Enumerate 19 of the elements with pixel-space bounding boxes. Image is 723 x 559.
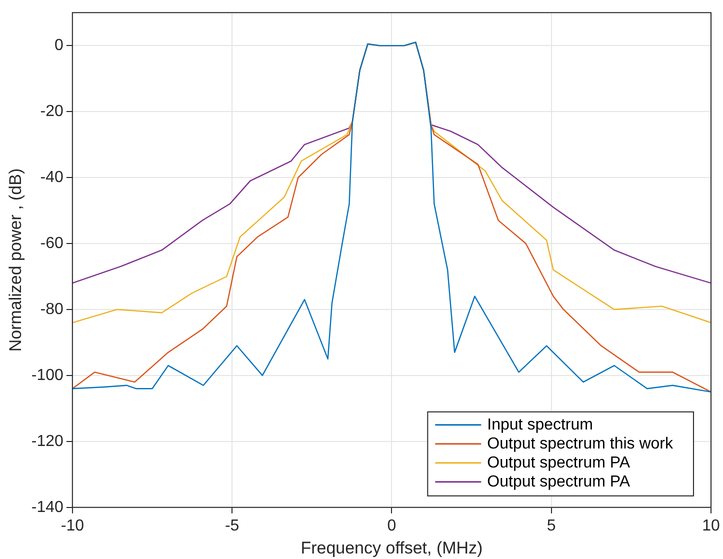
- legend-label: Output spectrum PA: [487, 454, 630, 472]
- y-axis-title: Normalized power , (dB): [6, 168, 25, 352]
- y-tick-label: -80: [40, 300, 64, 318]
- legend-label: Output spectrum PA: [487, 473, 630, 490]
- y-tick-label: 0: [54, 36, 64, 54]
- y-tick-label: -100: [31, 366, 64, 384]
- y-tick-label: -120: [31, 432, 64, 450]
- x-axis-title: Frequency offset, (MHz): [300, 538, 483, 558]
- y-tick-label: -40: [40, 168, 64, 186]
- x-tick-label: 5: [546, 517, 556, 534]
- legend-label: Output spectrum this work: [487, 435, 674, 452]
- y-tick-label: -140: [31, 498, 64, 516]
- x-tick-label: 0: [387, 517, 396, 534]
- legend-label: Input spectrum: [487, 416, 593, 434]
- x-tick-label: 10: [702, 517, 720, 534]
- x-tick-label: -10: [60, 517, 84, 534]
- x-tick-label: -5: [224, 517, 240, 534]
- y-tick-label: -20: [40, 102, 64, 120]
- y-tick-label: -60: [40, 234, 64, 252]
